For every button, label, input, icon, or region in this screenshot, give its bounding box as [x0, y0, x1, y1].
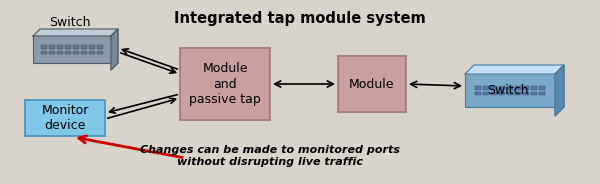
- Bar: [73, 45, 79, 49]
- Text: Integrated tap module system: Integrated tap module system: [174, 11, 426, 26]
- Text: Module
and
passive tap: Module and passive tap: [189, 63, 261, 105]
- Text: Switch: Switch: [487, 84, 529, 97]
- Bar: [531, 91, 537, 95]
- Bar: [73, 50, 79, 54]
- FancyBboxPatch shape: [25, 100, 105, 136]
- Bar: [475, 91, 481, 95]
- Text: Switch: Switch: [49, 16, 91, 29]
- Bar: [89, 50, 95, 54]
- Bar: [97, 45, 103, 49]
- Bar: [65, 45, 71, 49]
- Polygon shape: [33, 29, 118, 36]
- FancyBboxPatch shape: [33, 36, 111, 63]
- Bar: [523, 91, 529, 95]
- FancyBboxPatch shape: [338, 56, 406, 112]
- Bar: [49, 45, 55, 49]
- Bar: [97, 50, 103, 54]
- Bar: [507, 86, 513, 89]
- Text: Changes can be made to monitored ports
without disrupting live traffic: Changes can be made to monitored ports w…: [140, 145, 400, 167]
- Polygon shape: [465, 65, 564, 74]
- Bar: [515, 91, 521, 95]
- Bar: [475, 86, 481, 89]
- FancyBboxPatch shape: [180, 48, 270, 120]
- Bar: [531, 86, 537, 89]
- Bar: [499, 91, 505, 95]
- Bar: [491, 91, 497, 95]
- Bar: [483, 86, 489, 89]
- Bar: [41, 45, 47, 49]
- Bar: [539, 86, 545, 89]
- Bar: [491, 86, 497, 89]
- Bar: [515, 86, 521, 89]
- Polygon shape: [555, 65, 564, 116]
- Bar: [523, 86, 529, 89]
- Bar: [81, 45, 87, 49]
- Bar: [57, 50, 63, 54]
- Bar: [539, 91, 545, 95]
- Bar: [507, 91, 513, 95]
- Bar: [57, 45, 63, 49]
- Polygon shape: [111, 29, 118, 70]
- Bar: [41, 50, 47, 54]
- Text: Monitor
device: Monitor device: [41, 104, 89, 132]
- Text: Module: Module: [349, 77, 395, 91]
- FancyBboxPatch shape: [465, 74, 555, 107]
- Bar: [81, 50, 87, 54]
- Bar: [483, 91, 489, 95]
- Bar: [49, 50, 55, 54]
- Bar: [65, 50, 71, 54]
- Bar: [499, 86, 505, 89]
- Bar: [89, 45, 95, 49]
